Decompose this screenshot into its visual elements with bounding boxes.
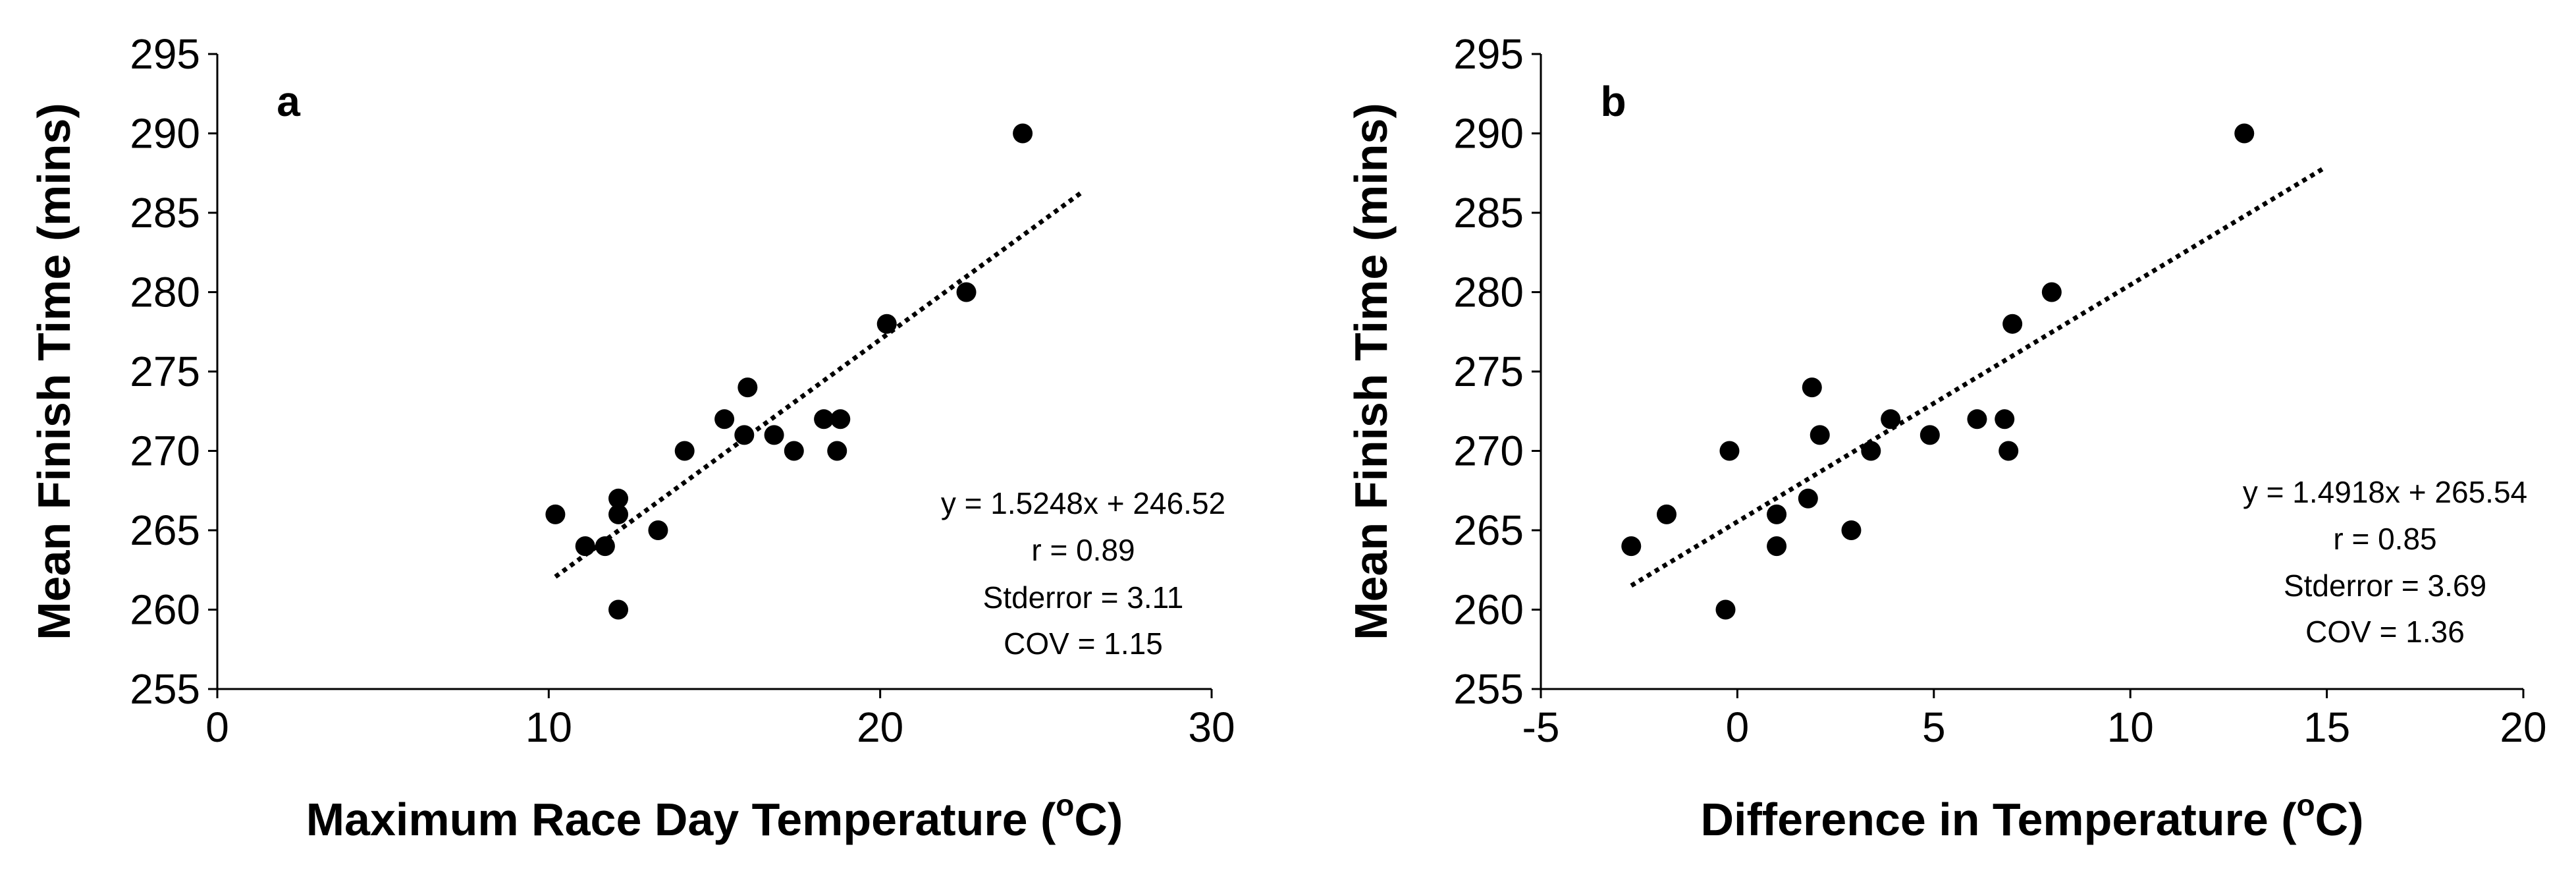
data-point [1621, 536, 1642, 557]
x-axis-title-text: Difference in Temperature ( [1700, 794, 2297, 845]
x-tick-label: 10 [525, 704, 572, 751]
y-tick-label: 275 [130, 348, 200, 395]
y-tick-label: 255 [1453, 665, 1524, 713]
panel-b: 255 260 265 270 275 280 285 290 295 -5 0 5 10 15 20 b y … [1345, 30, 2547, 845]
x-axis-title-superscript: o [2297, 788, 2315, 822]
annotation-line: COV = 1.36 [2305, 615, 2465, 649]
data-point [784, 441, 804, 461]
data-point [608, 504, 629, 524]
x-axis-title: Maximum Race Day Temperature (oC) [306, 788, 1123, 845]
data-point [1013, 123, 1033, 144]
annotation-line: r = 0.89 [1031, 533, 1135, 567]
data-point [1802, 377, 1822, 398]
data-point [1881, 409, 1901, 429]
y-tick-label: 290 [1453, 110, 1524, 157]
data-point [1767, 504, 1787, 524]
x-tick-label: 15 [2303, 704, 2350, 751]
data-point [830, 409, 851, 429]
trendline [554, 190, 1084, 579]
x-tick-label: 5 [1922, 704, 1946, 751]
annotation-line: y = 1.5248x + 246.52 [941, 486, 1225, 520]
y-axis-title: Mean Finish Time (mins) [1345, 103, 1397, 640]
data-point [1995, 409, 2015, 429]
data-point [956, 282, 977, 302]
data-point [1656, 504, 1677, 524]
data-point [674, 441, 695, 461]
data-point [1719, 441, 1740, 461]
panel-letter: a [277, 78, 300, 125]
x-axis-title-superscript: o [1056, 788, 1074, 822]
annotation-line: COV = 1.15 [1004, 626, 1163, 661]
y-tick-label: 285 [130, 189, 200, 236]
data-point [1767, 536, 1787, 557]
y-tick-label: 275 [1453, 348, 1524, 395]
data-point [1715, 599, 1736, 620]
data-point [2041, 282, 2062, 302]
x-axis-title-unit: C) [2315, 794, 2364, 845]
data-point [734, 425, 755, 445]
y-tick-label: 265 [1453, 507, 1524, 554]
y-tick-label: 260 [130, 586, 200, 634]
annotation-line: Stderror = 3.69 [2284, 568, 2486, 603]
y-tick-label: 270 [130, 428, 200, 475]
data-point [1798, 488, 1818, 509]
x-tick-label: 0 [1726, 704, 1750, 751]
y-tick-label: 280 [1453, 269, 1524, 316]
x-tick-label: 0 [205, 704, 229, 751]
data-point [545, 504, 566, 524]
data-point [1919, 425, 1940, 445]
regression-annotation: y = 1.4918x + 265.54 r = 0.85 Stderror = 3… [2243, 475, 2527, 649]
x-tick-label: 30 [1188, 704, 1235, 751]
panel-letter: b [1600, 78, 1626, 125]
data-point [2002, 314, 2023, 334]
y-tick-label: 285 [1453, 189, 1524, 236]
regression-annotation: y = 1.5248x + 246.52 r = 0.89 Stderror = 3… [941, 486, 1225, 661]
x-axis-title-unit: C) [1074, 794, 1123, 845]
data-point [608, 599, 629, 620]
data-point [738, 377, 758, 398]
trendline [1630, 167, 2324, 588]
panel-a: 255 260 265 270 275 280 285 290 295 0 10 20 30 a y = 1… [28, 30, 1235, 845]
data-point [575, 536, 595, 557]
y-axis-title: Mean Finish Time (mins) [28, 103, 80, 640]
data-point [1841, 520, 1862, 540]
data-point [827, 441, 847, 461]
y-tick-label: 265 [130, 507, 200, 554]
x-axis-title: Difference in Temperature (oC) [1700, 788, 2363, 845]
annotation-line: y = 1.4918x + 265.54 [2243, 475, 2527, 509]
data-point [1967, 409, 1987, 429]
y-tick-label: 270 [1453, 428, 1524, 475]
y-tick-label: 260 [1453, 586, 1524, 634]
data-point [1810, 425, 1830, 445]
x-tick-label: 20 [857, 704, 903, 751]
y-tick-label: 295 [130, 30, 200, 78]
data-point [1861, 441, 1881, 461]
data-point [1999, 441, 2019, 461]
y-tick-label: 295 [1453, 30, 1524, 78]
y-tick-label: 290 [130, 110, 200, 157]
y-tick-label: 255 [130, 665, 200, 713]
data-point [2234, 123, 2255, 144]
data-point [648, 520, 668, 540]
y-tick-label: 280 [130, 269, 200, 316]
annotation-line: Stderror = 3.11 [983, 580, 1184, 615]
data-point [714, 409, 735, 429]
data-point [608, 488, 629, 509]
x-tick-label: 10 [2107, 704, 2154, 751]
data-point [764, 425, 784, 445]
x-axis-title-text: Maximum Race Day Temperature ( [306, 794, 1056, 845]
data-point [876, 314, 897, 334]
x-tick-label: -5 [1522, 704, 1560, 751]
data-point [595, 536, 615, 557]
annotation-line: r = 0.85 [2333, 522, 2436, 556]
x-tick-label: 20 [2500, 704, 2546, 751]
data-point [814, 409, 834, 429]
